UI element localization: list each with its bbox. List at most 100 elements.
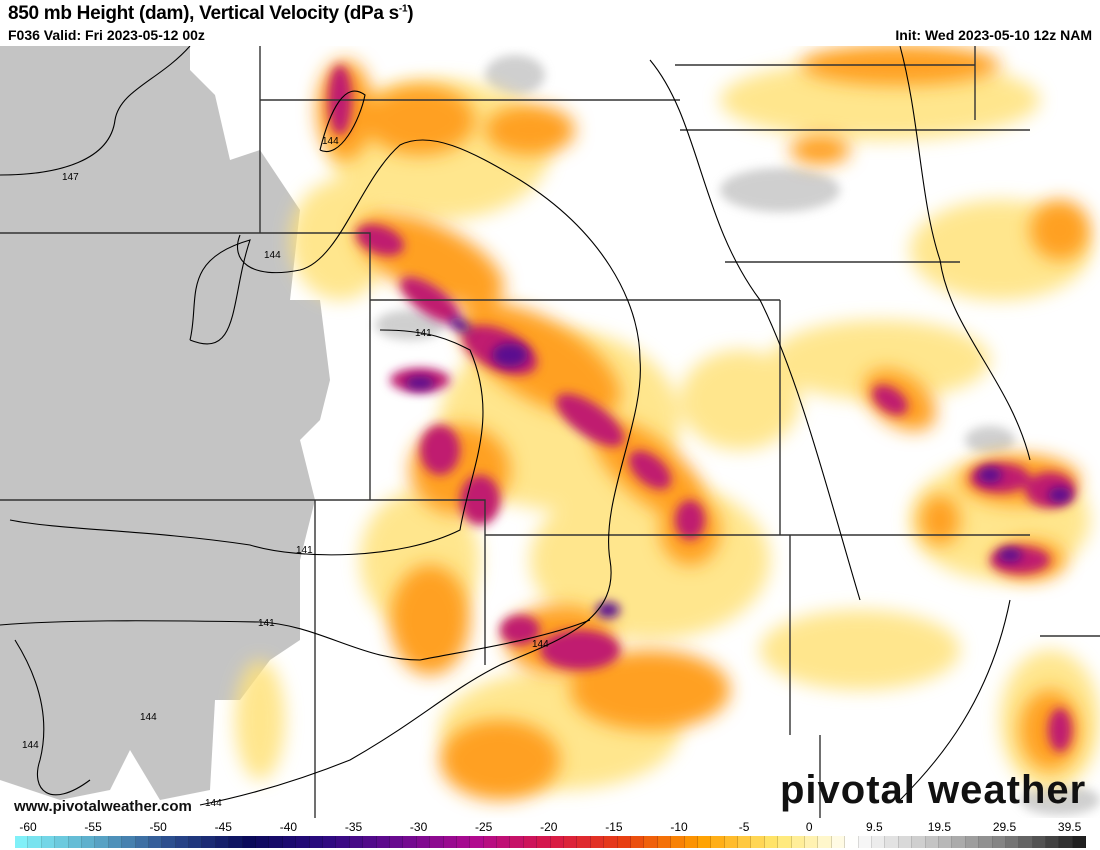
colorbar-cell (242, 836, 257, 848)
colorbar-cell (122, 836, 136, 848)
svg-text:144: 144 (140, 712, 157, 723)
colorbar-cell (965, 836, 980, 848)
colorbar-cell (738, 836, 752, 848)
vv-blob (540, 630, 620, 670)
colorbar-label: -15 (605, 820, 623, 834)
contour-labels: 147 144 144 141 141 141 144 144 144 144 (22, 136, 549, 809)
colorbar-cell (309, 836, 323, 848)
colorbar-cell (684, 836, 698, 848)
colorbar-cell (912, 836, 926, 848)
colorbar-cell (590, 836, 605, 848)
website-link[interactable]: www.pivotalweather.com (14, 798, 192, 815)
vv-blob (235, 660, 285, 780)
svg-text:144: 144 (264, 250, 281, 261)
svg-text:144: 144 (532, 639, 549, 650)
colorbar-cell (389, 836, 404, 848)
colorbar-label: -45 (214, 820, 232, 834)
colorbar-cell (215, 836, 230, 848)
vv-blob (990, 546, 1050, 574)
colorbar-cell (296, 836, 310, 848)
colorbar-cell (979, 836, 993, 848)
colorbar-cell (604, 836, 618, 848)
colorbar-cell (269, 836, 283, 848)
colorbar-cell (336, 836, 350, 848)
vv-blob (570, 650, 730, 730)
colorbar-cell (644, 836, 658, 848)
vv-blob (420, 425, 460, 475)
colorbar-cell (1072, 836, 1087, 848)
vv-blob (356, 224, 404, 256)
colorbar-cell (363, 836, 377, 848)
colorbar-cell (671, 836, 685, 848)
vv-blob (390, 565, 470, 675)
colorbar-cell (805, 836, 819, 848)
colorbar-cell (550, 836, 565, 848)
vv-blob (500, 615, 540, 645)
vv-blob (760, 610, 960, 690)
colorbar-cell (1046, 836, 1060, 848)
vv-blob (449, 317, 471, 333)
colorbar-cell (41, 836, 56, 848)
colorbar-cell (470, 836, 484, 848)
colorbar-label: -40 (279, 820, 298, 834)
colorbar-label: -5 (738, 820, 750, 834)
colorbar-cell (95, 836, 109, 848)
colorbar-cell (711, 836, 725, 848)
colorbar-cell (925, 836, 939, 848)
colorbar-cell (764, 836, 779, 848)
colorbar-cell (858, 836, 872, 848)
svg-text:147: 147 (62, 172, 79, 183)
colorbar-cell (497, 836, 511, 848)
colorbar-cell (349, 836, 364, 848)
gray-subsidence (375, 55, 1100, 815)
vv-blob (1048, 487, 1072, 503)
svg-text:144: 144 (22, 740, 39, 751)
colorbar-cell (189, 836, 203, 848)
colorbar-cell (162, 836, 176, 848)
colorbar-cell (791, 836, 806, 848)
colorbar-cells (15, 836, 1087, 848)
colorbar-cell (523, 836, 538, 848)
colorbar-cell (831, 836, 846, 848)
colorbar-cell (28, 836, 42, 848)
colorbar-cell (282, 836, 297, 848)
colorbar-label: -35 (344, 820, 363, 834)
colorbar-label: -55 (84, 820, 102, 834)
colorbar-cell (55, 836, 69, 848)
vv-blob (978, 467, 1002, 483)
vv-blob (596, 602, 620, 618)
height-contours (0, 46, 1031, 806)
colorbar-cell (845, 836, 859, 848)
header: 850 mb Height (dam), Vertical Velocity (… (0, 0, 1100, 46)
colorbar-cell (872, 836, 886, 848)
vv-blob (405, 376, 435, 390)
colorbar-cell (898, 836, 913, 848)
colorbar-label: -20 (540, 820, 558, 834)
colorbar-cell (952, 836, 966, 848)
colorbar-cell (483, 836, 498, 848)
colorbar-label: 9.5 (865, 820, 883, 834)
colorbar-cell (778, 836, 792, 848)
svg-text:141: 141 (296, 545, 313, 556)
vv-blob (998, 548, 1022, 562)
colorbar-label: 29.5 (992, 820, 1017, 834)
colorbar-cell (108, 836, 123, 848)
init-time: Init: Wed 2023-05-10 12z NAM (895, 27, 1092, 43)
colorbar-cell (403, 836, 417, 848)
vv-blob (675, 500, 705, 540)
colorbar-cell (202, 836, 216, 848)
svg-text:144: 144 (322, 136, 339, 147)
colorbar-label: -10 (670, 820, 688, 834)
colorbar-cell (885, 836, 899, 848)
magenta-field (328, 65, 1075, 752)
colorbar-cell (148, 836, 163, 848)
vv-blob (440, 720, 560, 800)
vv-blob (920, 495, 960, 545)
colorbar-cell (175, 836, 190, 848)
vv-blob (492, 343, 528, 367)
colorbar-label: -25 (475, 820, 493, 834)
colorbar-cell (1005, 836, 1020, 848)
colorbar-cell (256, 836, 270, 848)
colorbar-cell (81, 836, 96, 848)
map-title: 850 mb Height (dam), Vertical Velocity (… (8, 3, 414, 24)
